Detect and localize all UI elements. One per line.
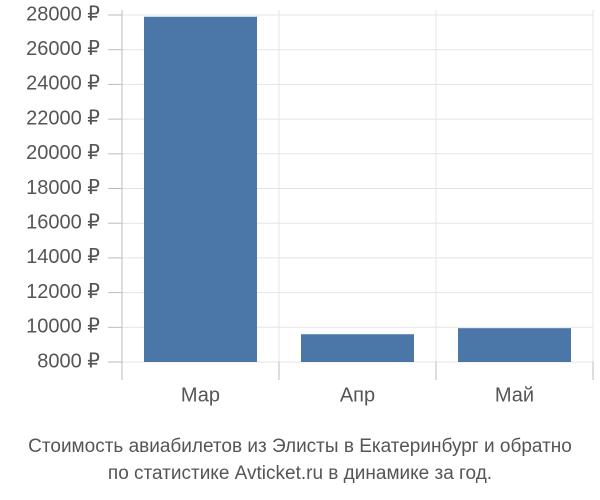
- y-tick-label: 8000 ₽: [37, 350, 100, 372]
- y-tick-label: 28000 ₽: [26, 3, 100, 25]
- bar: [457, 328, 572, 362]
- y-tick-label: 26000 ₽: [26, 38, 100, 60]
- bar: [143, 16, 258, 363]
- y-tick-label: 18000 ₽: [26, 177, 100, 199]
- chart-title: Стоимость авиабилетов из Элисты в Екатер…: [28, 436, 572, 457]
- bar: [300, 334, 415, 362]
- y-tick-label: 12000 ₽: [26, 281, 100, 303]
- x-tick-label: Май: [495, 384, 534, 406]
- y-tick-label: 14000 ₽: [26, 246, 100, 268]
- x-tick-label: Апр: [340, 384, 375, 406]
- y-tick-label: 24000 ₽: [26, 73, 100, 95]
- y-tick-label: 20000 ₽: [26, 142, 100, 164]
- chart-subtitle: по статистике Avticket.ru в динамике за …: [108, 463, 492, 484]
- y-tick-label: 16000 ₽: [26, 211, 100, 233]
- y-tick-label: 10000 ₽: [26, 316, 100, 338]
- x-tick-label: Мар: [181, 384, 220, 406]
- y-tick-label: 22000 ₽: [26, 107, 100, 129]
